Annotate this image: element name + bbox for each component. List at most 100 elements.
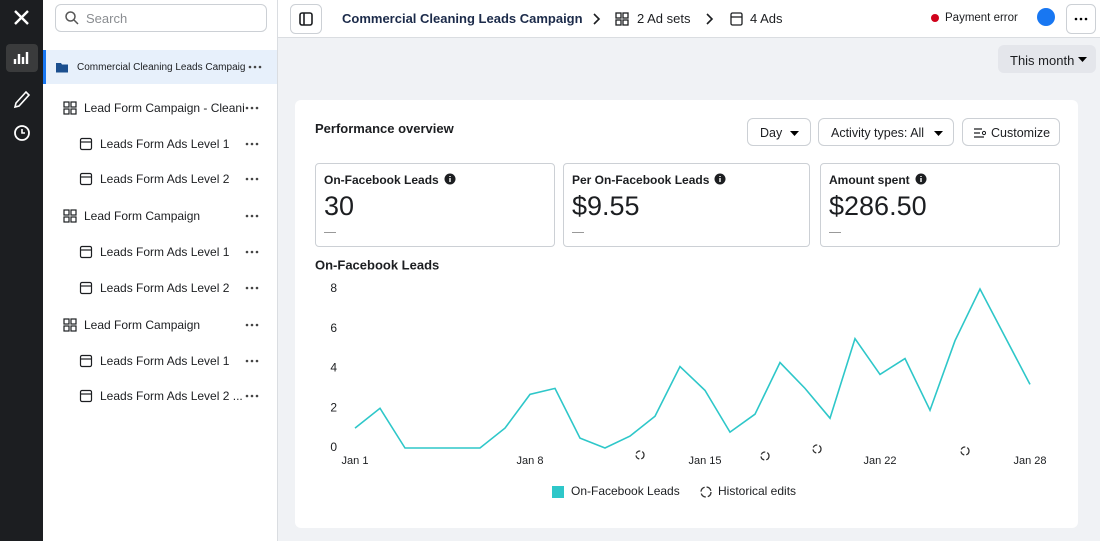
breadcrumb-ads[interactable]: 4 Ads [750, 11, 783, 26]
more-menu[interactable] [245, 323, 261, 327]
square [70, 101, 77, 108]
tree-label: Lead Form Campaign [84, 318, 201, 332]
panel-toggle[interactable] [290, 4, 322, 34]
square [70, 318, 77, 325]
metric-value: $286.50 [829, 191, 927, 221]
square [79, 172, 93, 186]
y-tick-label: 4 [330, 361, 337, 375]
day-button[interactable]: Day [747, 118, 811, 146]
metric-value: 30 [324, 191, 355, 221]
tree-label: Lead Form Campaign - Cleani [84, 101, 245, 115]
x-tick-label: Jan 22 [863, 455, 896, 467]
legend-label[interactable]: Historical edits [718, 484, 796, 498]
tree-icon [79, 172, 93, 186]
tree-icon [79, 281, 93, 295]
more-menu[interactable] [245, 177, 261, 181]
top-bar: Commercial Cleaning Leads Campaign 2 Ad … [278, 0, 1100, 38]
legend-edit-icon [700, 486, 712, 498]
legend-swatch [552, 486, 564, 498]
more-menu[interactable] [245, 359, 261, 363]
sidebar: Search Commercial Cleaning Leads Campaig… [43, 0, 278, 541]
caret [934, 131, 943, 136]
more-menu[interactable] [245, 250, 261, 254]
dot [248, 65, 252, 69]
tree-icon [63, 318, 77, 332]
legend-label[interactable]: On-Facebook Leads [571, 484, 680, 498]
customize-button[interactable]: Customize [962, 118, 1060, 146]
metric-label-text: Amount spent [829, 173, 910, 187]
dot [258, 65, 262, 69]
square [63, 318, 70, 325]
folder [56, 63, 68, 73]
more-menu[interactable] [245, 142, 261, 146]
info-icon [714, 173, 726, 185]
metric-label: Per On-Facebook Leads [572, 173, 801, 187]
square [79, 389, 93, 403]
breadcrumb-campaign[interactable]: Commercial Cleaning Leads Campaign [342, 11, 583, 26]
more-menu[interactable] [245, 106, 261, 110]
series-line [354, 287, 1031, 449]
customize-icon [974, 128, 986, 138]
dot [255, 214, 259, 218]
activity-button[interactable]: Activity types: All [818, 118, 954, 146]
dot [250, 359, 254, 363]
tree-item[interactable]: Commercial Cleaning Leads Campaig [43, 50, 277, 84]
tree-item[interactable]: Leads Form Ads Level 1 [43, 344, 277, 378]
tree-item[interactable]: Leads Form Ads Level 1 [43, 235, 277, 269]
square [63, 101, 70, 108]
square [63, 325, 70, 332]
dot [245, 394, 249, 398]
chart-title: On-Facebook Leads [315, 257, 439, 272]
date-filter[interactable]: This month [998, 45, 1096, 73]
tree-icon [79, 354, 93, 368]
dot [255, 323, 259, 327]
metric-label: Amount spent [829, 173, 1051, 187]
tree-item[interactable]: Lead Form Campaign [43, 199, 277, 233]
tree-item[interactable]: Leads Form Ads Level 2 [43, 162, 277, 196]
x-tick-label: Jan 15 [688, 455, 721, 467]
dot [255, 177, 259, 181]
x-tick-label: Jan 1 [342, 455, 369, 467]
dot [253, 65, 257, 69]
info-icon [915, 173, 927, 185]
metric-dash [829, 232, 841, 233]
dot [250, 214, 254, 218]
y-tick-label: 8 [330, 281, 337, 295]
metric-label: On-Facebook Leads [324, 173, 546, 187]
panel-title: Performance overview [315, 121, 454, 136]
tree-icon [79, 245, 93, 259]
tree-item[interactable]: Leads Form Ads Level 2 ... [43, 379, 277, 413]
breadcrumb-icons [593, 12, 939, 26]
more-menu[interactable] [245, 394, 261, 398]
date-filter-label: This month [1010, 53, 1075, 68]
dot [255, 394, 259, 398]
tree-icon [79, 389, 93, 403]
more-menu[interactable] [245, 286, 261, 290]
tree-item[interactable]: Leads Form Ads Level 2 [43, 271, 277, 305]
rail-icons [6, 10, 38, 141]
search-input[interactable]: Search [55, 4, 267, 32]
y-tick-label: 2 [330, 400, 337, 414]
breadcrumb-adsets[interactable]: 2 Ad sets [637, 11, 691, 26]
metric-dash [324, 232, 336, 233]
tree-item[interactable]: Lead Form Campaign - Cleani [43, 91, 277, 125]
y-tick-label: 0 [330, 440, 337, 454]
tree-label: Lead Form Campaign [84, 209, 201, 223]
more-menu[interactable] [248, 65, 264, 69]
dot [245, 359, 249, 363]
performance-card: Performance overview Day Activity types:… [295, 100, 1078, 528]
square [70, 216, 77, 223]
more-menu[interactable] [245, 214, 261, 218]
tree-item[interactable]: Leads Form Ads Level 1 [43, 127, 277, 161]
dot [255, 286, 259, 290]
dot [255, 250, 259, 254]
tree-item[interactable]: Lead Form Campaign [43, 308, 277, 342]
historical-edit-markers [635, 444, 970, 461]
y-tick-label: 6 [330, 321, 337, 335]
square [70, 108, 77, 115]
square [79, 281, 93, 295]
tree-icon [63, 209, 77, 223]
tree-label: Commercial Cleaning Leads Campaig [77, 61, 246, 73]
top-actions[interactable] [1034, 4, 1098, 34]
